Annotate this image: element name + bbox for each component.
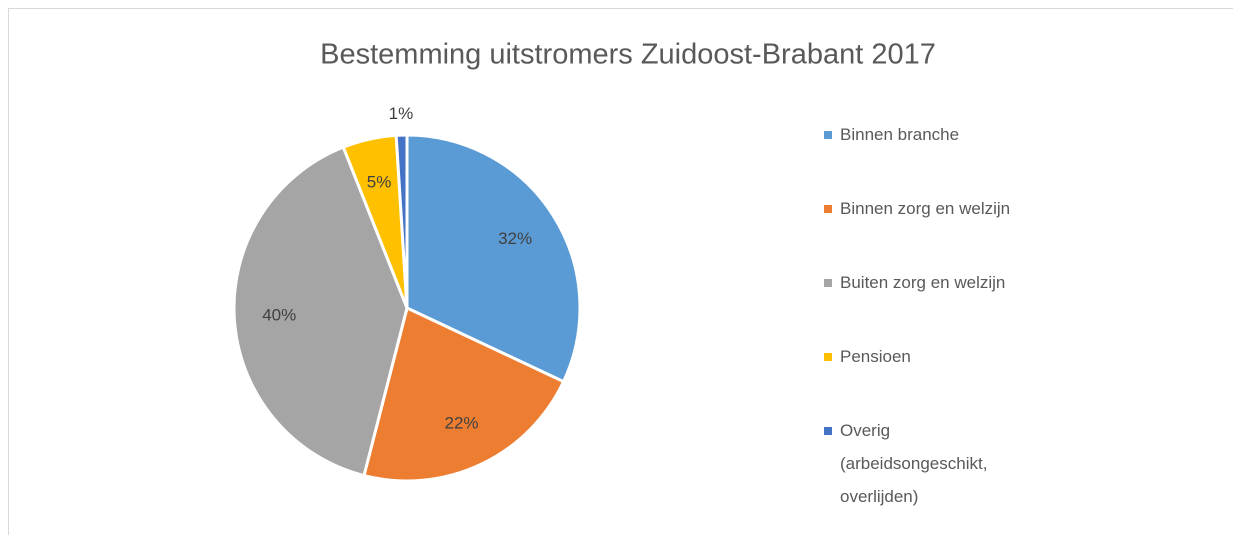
pie-slice [394, 133, 409, 309]
data-label: 40% [262, 306, 296, 325]
legend-label: Buiten zorg en welzijn [840, 273, 1006, 292]
legend-swatch [824, 279, 832, 287]
chart-border [8, 8, 1233, 535]
data-label: 1% [389, 104, 414, 123]
legend-item: Pensioen [822, 340, 1062, 414]
legend-swatch [824, 131, 832, 139]
pie-slice [362, 305, 566, 483]
legend-label: Pensioen [840, 347, 911, 366]
pie-slice [232, 145, 409, 478]
legend-item: Buiten zorg en welzijn [822, 266, 1062, 340]
chart-title: Bestemming uitstromers Zuidoost-Brabant … [320, 39, 936, 71]
legend-swatch [824, 205, 832, 213]
legend-item: Overig (arbeidsongeschikt, overlijden) [822, 414, 1062, 506]
legend-item: Binnen zorg en welzijn [822, 192, 1062, 266]
legend-label: Overig (arbeidsongeschikt, overlijden) [840, 421, 988, 506]
data-label: 32% [498, 229, 532, 248]
data-label: 5% [367, 173, 392, 192]
legend-swatch [824, 353, 832, 361]
legend-label: Binnen branche [840, 125, 960, 144]
legend-swatch [824, 427, 832, 435]
pie-slice [405, 133, 582, 384]
legend-item: Binnen branche [822, 118, 1062, 192]
legend: Binnen branche Binnen zorg en welzijn Buit… [822, 118, 1062, 506]
legend-label: Binnen zorg en welzijn [840, 199, 1011, 218]
data-label: 22% [444, 413, 478, 432]
